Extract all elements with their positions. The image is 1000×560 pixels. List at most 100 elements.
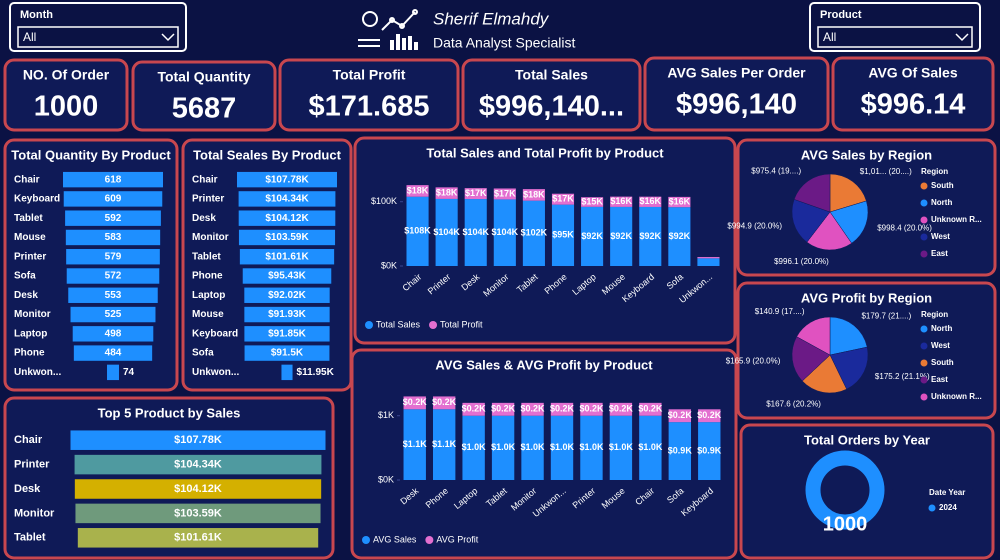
value-label: $0.2K — [609, 404, 634, 414]
bar-segment — [610, 206, 633, 266]
bar-segment — [522, 189, 545, 201]
kpi-value: 5687 — [172, 93, 237, 125]
value-label: 572 — [105, 271, 122, 282]
value-label: $18K — [407, 185, 429, 195]
legend-marker — [365, 321, 373, 329]
filter-frame — [809, 2, 981, 52]
pie-slice — [829, 200, 869, 244]
value-label: 579 — [105, 251, 122, 262]
bar-segment — [668, 409, 692, 423]
value-label: $175.2 (21.1%) — [875, 372, 930, 381]
bar-segment — [462, 415, 485, 480]
bar-segment — [432, 409, 456, 480]
kpi-label: NO. Of Order — [23, 67, 110, 83]
kpi-label: Total Sales — [515, 67, 588, 83]
value-label: $16K — [669, 196, 691, 206]
value-label: $15K — [581, 196, 603, 206]
value-label: $0.2K — [462, 404, 487, 414]
bar-segment — [698, 409, 721, 423]
bar-segment — [464, 199, 487, 266]
donut-segment — [805, 450, 885, 530]
value-label: $0.2K — [521, 404, 546, 414]
pie-slice — [793, 173, 831, 213]
category-label: Keyboard — [14, 194, 60, 205]
category-label: Monitor — [192, 232, 229, 243]
value-label: $1.0K — [609, 442, 634, 452]
filter-value: All — [23, 30, 36, 44]
bar-segment — [435, 198, 458, 266]
value-label: $104.34K — [265, 194, 309, 205]
chart-title: Total Seales By Product — [193, 147, 342, 162]
chart-title: AVG Profit by Region — [801, 290, 932, 305]
bar-segment — [697, 257, 720, 259]
value-label: $17K — [465, 188, 487, 198]
legend-label: South — [931, 358, 954, 367]
value-label: $994.9 (20.0%) — [727, 221, 782, 230]
bar — [281, 364, 293, 381]
value-label: $0.2K — [550, 404, 575, 414]
bar — [63, 171, 163, 188]
logo-ring — [362, 11, 378, 27]
bar — [75, 503, 321, 524]
legend-marker — [429, 321, 438, 329]
value-label: $103.59K — [265, 232, 309, 243]
value-label: $1.0K — [638, 442, 663, 452]
category-label: Printer — [14, 459, 50, 471]
value-label: $1,01... (20....) — [860, 167, 912, 176]
bar — [244, 326, 330, 342]
legend-marker — [920, 199, 928, 207]
value-label: $92K — [669, 231, 691, 241]
value-label: $998.4 (20.0%) — [877, 224, 932, 233]
value-label: $11.95K — [297, 367, 335, 378]
kpi-label: AVG Sales Per Order — [667, 65, 806, 81]
value-label: $1.0K — [521, 442, 546, 452]
value-label: $1.1K — [403, 439, 428, 449]
chart-title: Total Orders by Year — [804, 432, 930, 447]
category-label: Chair — [192, 174, 218, 185]
filter-dropdown[interactable] — [17, 26, 179, 48]
filter-dropdown[interactable] — [817, 26, 973, 48]
bar-segment — [698, 422, 721, 480]
legend-marker — [920, 342, 928, 350]
value-label: 583 — [105, 232, 122, 243]
bar — [65, 229, 161, 246]
value-label: 592 — [105, 213, 122, 224]
bar-segment — [493, 188, 516, 200]
legend-marker — [425, 536, 434, 544]
bar — [77, 528, 319, 548]
bar-segment — [435, 187, 458, 199]
value-label: $18K — [436, 188, 458, 198]
bar-segment — [521, 415, 544, 480]
bar — [68, 287, 158, 303]
bar-segment — [639, 415, 662, 480]
value-label: $18K — [523, 189, 545, 199]
bar — [244, 345, 330, 361]
legend-label: East — [931, 375, 948, 384]
legend-marker — [362, 536, 370, 544]
center-value: 1000 — [823, 513, 868, 535]
value-label: $0.9K — [697, 445, 722, 455]
legend-marker — [920, 233, 928, 241]
logo-bars — [390, 34, 418, 50]
value-label: $91.93K — [268, 309, 307, 320]
bar — [238, 210, 336, 226]
bar-segment — [403, 396, 426, 410]
category-label: Unkwon... — [192, 367, 239, 378]
bar-segment — [464, 188, 487, 200]
legend-marker — [928, 504, 936, 512]
bar-segment — [521, 402, 544, 416]
value-label: $0.2K — [491, 404, 516, 414]
value-label: $104.12K — [174, 483, 222, 495]
bar-segment — [406, 185, 429, 197]
value-label: $17K — [494, 188, 516, 198]
dropdown-chevron — [955, 33, 969, 42]
value-label: $104K — [462, 227, 489, 237]
kpi-card — [643, 56, 830, 132]
value-label: 618 — [105, 174, 122, 185]
bar-segment — [550, 402, 574, 416]
category-label: Tablet — [14, 213, 43, 224]
value-label: $92K — [610, 231, 632, 241]
category-label: Phone — [192, 271, 223, 282]
legend-marker — [920, 216, 928, 224]
